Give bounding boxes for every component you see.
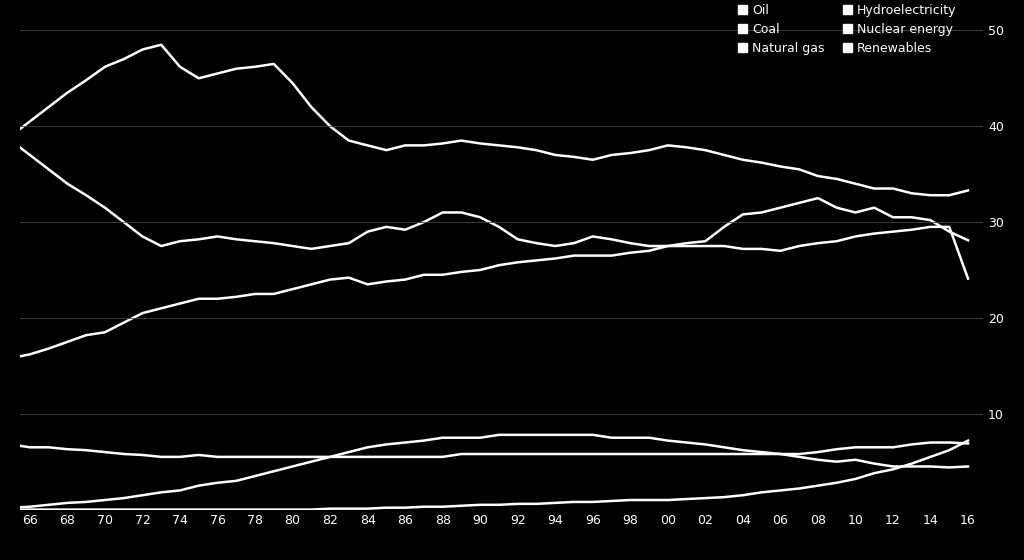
Legend: Oil, Coal, Natural gas, Hydroelectricity, Nuclear energy, Renewables: Oil, Coal, Natural gas, Hydroelectricity… xyxy=(735,1,958,58)
